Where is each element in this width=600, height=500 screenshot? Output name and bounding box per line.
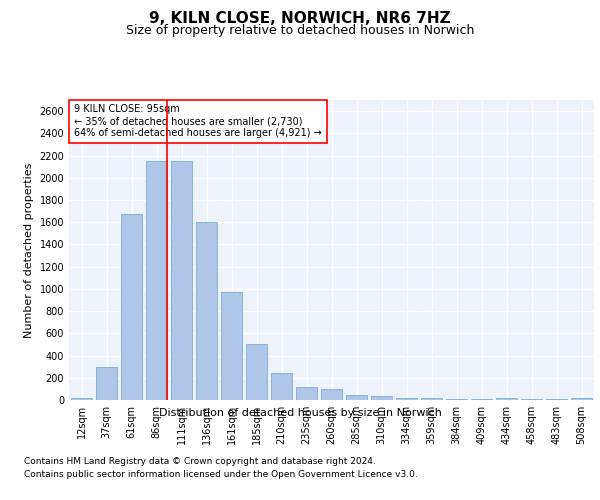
Bar [346, 394, 367, 400]
Bar [371, 396, 392, 400]
Text: Contains HM Land Registry data © Crown copyright and database right 2024.: Contains HM Land Registry data © Crown c… [24, 458, 376, 466]
Bar [446, 399, 467, 400]
Bar [396, 398, 417, 400]
Bar [421, 398, 442, 400]
Text: Size of property relative to detached houses in Norwich: Size of property relative to detached ho… [126, 24, 474, 37]
Bar [221, 292, 242, 400]
Bar [171, 161, 192, 400]
Bar [571, 398, 592, 400]
Text: 9 KILN CLOSE: 95sqm
← 35% of detached houses are smaller (2,730)
64% of semi-det: 9 KILN CLOSE: 95sqm ← 35% of detached ho… [74, 104, 322, 138]
Text: 9, KILN CLOSE, NORWICH, NR6 7HZ: 9, KILN CLOSE, NORWICH, NR6 7HZ [149, 11, 451, 26]
Bar [321, 389, 342, 400]
Text: Contains public sector information licensed under the Open Government Licence v3: Contains public sector information licen… [24, 470, 418, 479]
Bar [296, 386, 317, 400]
Bar [196, 222, 217, 400]
Bar [71, 398, 92, 400]
Bar [121, 214, 142, 400]
Bar [246, 344, 267, 400]
Bar [271, 373, 292, 400]
Y-axis label: Number of detached properties: Number of detached properties [24, 162, 34, 338]
Bar [96, 366, 117, 400]
Bar [146, 161, 167, 400]
Bar [496, 398, 517, 400]
Text: Distribution of detached houses by size in Norwich: Distribution of detached houses by size … [158, 408, 442, 418]
